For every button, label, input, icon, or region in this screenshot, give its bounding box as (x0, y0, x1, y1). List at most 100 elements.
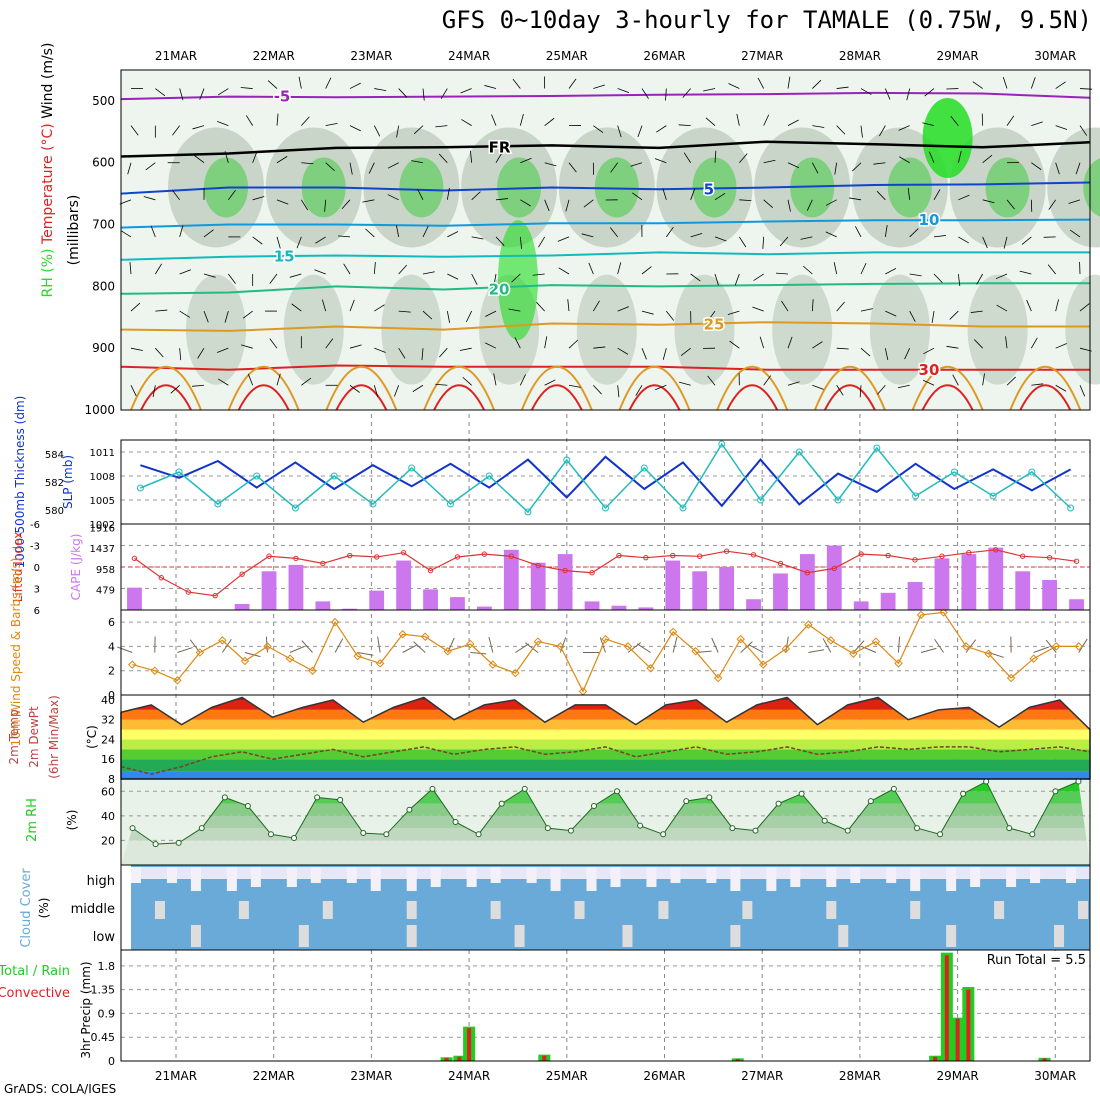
wind-barb (544, 379, 556, 386)
cape-bar (584, 601, 600, 610)
cape-bar (638, 607, 654, 610)
rh-point (960, 790, 967, 797)
slp-tick-label: 1002 (90, 520, 115, 531)
wind-barb (855, 226, 862, 238)
bottom-date-label: 27MAR (741, 1069, 783, 1083)
wind-barb (787, 119, 799, 126)
wind-barb (179, 348, 182, 361)
wind-barb (315, 236, 326, 244)
li-point (374, 554, 380, 560)
cloud-low-cell (622, 925, 633, 947)
cloud-high-cell (850, 867, 861, 883)
wind-barb (145, 162, 156, 171)
cloud-level-label: middle (71, 902, 115, 917)
wind-barb (544, 162, 557, 167)
isotherm-surface-loop (130, 365, 202, 411)
wind-barb (738, 236, 747, 248)
wind-barb (996, 304, 1008, 312)
wind-barb (593, 346, 606, 349)
bottom-date-label: 28MAR (839, 1069, 881, 1083)
cape-axis-label: CAPE (J/kg) (69, 534, 83, 601)
wind-barb (203, 310, 209, 323)
temperature-band (121, 771, 1090, 779)
wind-barb (763, 114, 770, 126)
wind-barb (812, 341, 823, 349)
wind-barb (952, 374, 959, 386)
isotherm-surface-loop (618, 365, 691, 411)
temperature-line (120, 696, 1091, 780)
wind-barb (907, 187, 911, 200)
wind-speed-point (646, 664, 655, 673)
precip-total-legend: Total / Rain (0, 964, 70, 979)
wind-barb (806, 199, 813, 211)
wind-barb (373, 385, 379, 397)
wind-barb (300, 199, 309, 211)
wind-barb-10m (447, 637, 455, 653)
li-point (347, 552, 353, 559)
rh-grey-area (576, 274, 637, 385)
wind-barb (1055, 125, 1068, 130)
temp-tick-label: 8 (108, 773, 115, 786)
wind-speed-point (894, 659, 903, 668)
cloud-high-cell (946, 867, 957, 891)
isotherm-surface-loop (813, 365, 886, 411)
wind-barb (970, 310, 983, 313)
thickness-line (140, 455, 1072, 508)
cloud-low-cell (406, 925, 417, 947)
cloud-low-cell (1054, 925, 1065, 947)
wind-barb (812, 384, 824, 390)
wind-barb (1068, 199, 1081, 204)
slp-tick-label: 1008 (90, 472, 115, 483)
rh-point (360, 830, 367, 837)
rh-point (314, 794, 321, 801)
wind-barb (217, 88, 229, 96)
wind-barb-10m (221, 638, 232, 653)
wind-speed-point (375, 659, 385, 668)
rh-tick-label: 20 (101, 834, 115, 847)
li-point (589, 570, 595, 576)
wind-barb (321, 299, 327, 312)
wind-barb (610, 162, 618, 173)
rh-point (498, 800, 505, 807)
slp-point (679, 504, 687, 512)
precip-convective-bar (444, 1057, 449, 1061)
isotherm-surface-loop (911, 365, 984, 411)
wind-barb (446, 187, 450, 200)
cloud-middle-cell (742, 901, 753, 919)
wind-barb (484, 85, 497, 89)
rh-green-area (790, 157, 835, 218)
rh-grey-area (674, 274, 735, 385)
wind-barb-10m (965, 639, 977, 653)
wind-barb (314, 269, 326, 275)
isotherm-surface-loop (140, 384, 192, 411)
rh-point (1052, 788, 1059, 795)
wind-barb-10m (244, 652, 261, 658)
cloud-high-cell (706, 867, 717, 883)
cape-bar (476, 606, 492, 610)
cape-bar (961, 554, 977, 610)
wind-barb (495, 236, 505, 246)
rh-point (1075, 778, 1082, 785)
thickness-tick-label: 582 (45, 478, 64, 489)
li-point (562, 567, 568, 574)
wind-barb (325, 162, 335, 172)
wind-barb (447, 273, 459, 280)
wind-barb (440, 88, 448, 100)
wind-barb (860, 262, 867, 275)
slp-point (214, 500, 222, 508)
wind-barb (199, 88, 205, 100)
wind-barb (544, 199, 550, 212)
cloud-middle-cell (154, 901, 165, 919)
slp-tick-label: 1005 (90, 496, 115, 507)
wind-barb (877, 385, 886, 395)
wind-barb (374, 347, 386, 353)
wind-speed-line (132, 611, 1079, 693)
rh-grey-area (283, 274, 344, 385)
rh-point (752, 827, 759, 834)
wind-barb (617, 88, 630, 94)
wind-barb (759, 336, 765, 349)
wind-barb (803, 265, 813, 275)
rh-point (406, 806, 413, 813)
wind-barb (1079, 125, 1088, 136)
wind-barb (324, 199, 327, 212)
